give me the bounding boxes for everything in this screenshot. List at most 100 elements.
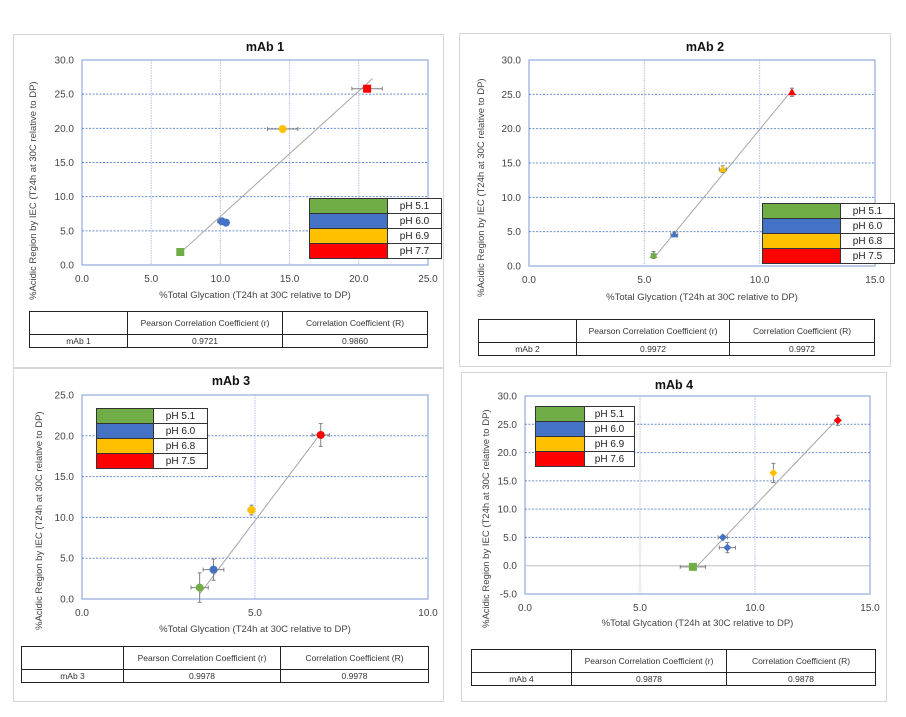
data-point bbox=[670, 230, 679, 238]
legend-swatch-red bbox=[96, 453, 154, 469]
y-tick-label: 5.0 bbox=[60, 554, 74, 565]
y-tick-label: 0.0 bbox=[507, 262, 521, 273]
table-row: mAb 3 0.9978 0.9978 bbox=[21, 669, 429, 683]
y-tick-label: 0.0 bbox=[60, 595, 74, 606]
x-tick-label: 5.0 bbox=[637, 275, 651, 286]
legend-label: pH 6.9 bbox=[584, 436, 635, 452]
table-header-correlation: Correlation Coefficient (R) bbox=[729, 319, 875, 343]
y-tick-label: -5.0 bbox=[500, 590, 518, 601]
y-tick-label: 10.0 bbox=[498, 505, 518, 516]
legend-item: pH 6.9 bbox=[535, 436, 635, 452]
y-tick-label: 10.0 bbox=[55, 192, 75, 203]
chart-panel-mab2 bbox=[459, 33, 891, 367]
y-tick-label: 15.0 bbox=[55, 158, 75, 169]
plot-area-border bbox=[524, 395, 871, 595]
legend-item: pH 7.7 bbox=[309, 243, 442, 259]
x-axis-label: %Total Glycation (T24h at 30C relative t… bbox=[159, 290, 351, 301]
legend-swatch-yellow bbox=[309, 228, 388, 244]
data-point bbox=[688, 562, 697, 571]
legend-item: pH 7.5 bbox=[96, 453, 208, 469]
data-point bbox=[221, 218, 230, 227]
legend-label: pH 5.1 bbox=[840, 203, 895, 219]
table-row: mAb 2 0.9972 0.9972 bbox=[478, 342, 875, 356]
x-tick-label: 10.0 bbox=[418, 608, 438, 619]
legend-swatch-blue bbox=[96, 423, 154, 439]
pearson-value: 0.9721 bbox=[127, 334, 283, 348]
legend-swatch-red bbox=[535, 451, 585, 467]
x-tick-label: 0.0 bbox=[75, 608, 89, 619]
legend-swatch-red bbox=[762, 248, 841, 264]
chart-title: mAb 2 bbox=[685, 40, 725, 54]
x-axis-label: %Total Glycation (T24h at 30C relative t… bbox=[601, 618, 794, 629]
y-tick-label: 30.0 bbox=[498, 392, 518, 403]
trendline bbox=[178, 78, 373, 255]
x-tick-label: 0.0 bbox=[75, 274, 89, 285]
table-row: mAb 1 0.9721 0.9860 bbox=[29, 334, 428, 348]
legend: pH 5.1 pH 6.0 pH 6.9 pH 7.7 bbox=[309, 198, 442, 259]
data-point bbox=[247, 506, 256, 515]
y-tick-label: 25.0 bbox=[502, 90, 522, 101]
y-tick-label: 25.0 bbox=[55, 391, 75, 402]
y-tick-label: 0.0 bbox=[503, 561, 517, 572]
x-tick-label: 20.0 bbox=[349, 274, 369, 285]
x-axis-label: %Total Glycation (T24h at 30C relative t… bbox=[606, 292, 798, 303]
table-header-pearson: Pearson Correlation Coefficient (r) bbox=[571, 649, 727, 673]
legend-swatch-green bbox=[96, 408, 154, 424]
x-tick-label: 10.0 bbox=[211, 274, 231, 285]
correlation-value: 0.9972 bbox=[729, 342, 875, 356]
legend-item: pH 7.5 bbox=[762, 248, 895, 264]
y-tick-label: 25.0 bbox=[55, 90, 75, 101]
legend-swatch-red bbox=[309, 243, 388, 259]
legend: pH 5.1 pH 6.0 pH 6.8 pH 7.5 bbox=[762, 203, 895, 264]
legend-item: pH 7.6 bbox=[535, 451, 635, 467]
x-tick-label: 10.0 bbox=[750, 275, 770, 286]
correlation-value: 0.9978 bbox=[280, 669, 429, 683]
data-point bbox=[833, 416, 842, 425]
table-row-label: mAb 2 bbox=[478, 342, 577, 356]
y-tick-label: 30.0 bbox=[55, 56, 75, 67]
y-tick-label: 10.0 bbox=[55, 513, 75, 524]
data-point bbox=[718, 165, 727, 173]
data-point bbox=[176, 248, 185, 257]
correlation-table: Pearson Correlation Coefficient (r) Corr… bbox=[29, 311, 428, 348]
trendline bbox=[653, 89, 793, 259]
table-row-label: mAb 4 bbox=[471, 672, 572, 686]
y-tick-label: 5.0 bbox=[503, 533, 517, 544]
data-point bbox=[787, 88, 796, 96]
legend-swatch-yellow bbox=[535, 436, 585, 452]
legend-item: pH 6.0 bbox=[535, 421, 635, 437]
x-tick-label: 15.0 bbox=[280, 274, 300, 285]
legend-swatch-blue bbox=[309, 213, 388, 229]
legend-label: pH 7.5 bbox=[153, 453, 208, 469]
x-tick-label: 15.0 bbox=[860, 603, 880, 614]
table-row: mAb 4 0.9878 0.9878 bbox=[471, 672, 876, 686]
x-tick-label: 5.0 bbox=[633, 603, 647, 614]
y-tick-label: 20.0 bbox=[498, 448, 518, 459]
y-tick-label: 20.0 bbox=[502, 124, 522, 135]
table-header-row: Pearson Correlation Coefficient (r) Corr… bbox=[29, 311, 428, 335]
legend-swatch-green bbox=[535, 406, 585, 422]
chart-title: mAb 4 bbox=[654, 378, 694, 392]
legend: pH 5.1 pH 6.0 pH 6.9 pH 7.6 bbox=[535, 406, 635, 467]
chart-title: mAb 1 bbox=[245, 40, 285, 54]
correlation-value: 0.9860 bbox=[282, 334, 428, 348]
y-tick-label: 0.0 bbox=[60, 261, 74, 272]
legend-item: pH 6.8 bbox=[762, 233, 895, 249]
correlation-value: 0.9878 bbox=[726, 672, 876, 686]
data-point bbox=[209, 565, 218, 574]
y-tick-label: 25.0 bbox=[498, 420, 518, 431]
trendline bbox=[199, 433, 322, 595]
data-point bbox=[723, 543, 732, 552]
data-point bbox=[769, 468, 778, 477]
legend-item: pH 6.8 bbox=[96, 438, 208, 454]
y-tick-label: 5.0 bbox=[507, 227, 521, 238]
pearson-value: 0.9878 bbox=[571, 672, 727, 686]
x-tick-label: 10.0 bbox=[745, 603, 765, 614]
legend-label: pH 7.7 bbox=[387, 243, 442, 259]
pearson-value: 0.9978 bbox=[123, 669, 281, 683]
data-point bbox=[278, 125, 287, 134]
